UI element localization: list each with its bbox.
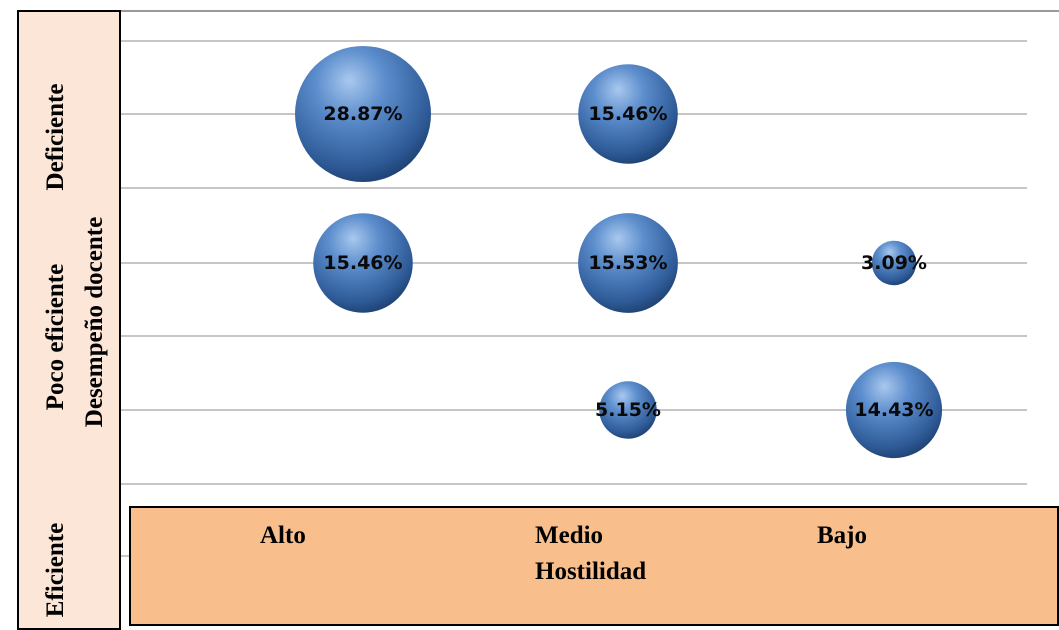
bubble-circle <box>313 213 413 313</box>
bubble-data-label: 28.87% <box>323 103 402 125</box>
bubble: 15.46% <box>313 213 413 313</box>
bubble: 15.46% <box>578 64 678 164</box>
bubble-circle <box>295 46 431 182</box>
x-tick-label-bajo: Bajo <box>817 522 867 549</box>
x-axis-title: Hostilidad <box>535 558 647 585</box>
bubble: 28.87% <box>295 46 431 182</box>
bubble: 14.43% <box>845 361 943 459</box>
bubble: 15.53% <box>578 213 678 313</box>
bubble: 5.15% <box>595 381 661 439</box>
bubble-data-label: 3.09% <box>861 252 927 274</box>
bubble-circle <box>599 381 657 439</box>
x-tick-label-medio: Medio <box>535 522 604 549</box>
bubble-data-label: 5.15% <box>595 399 661 421</box>
bubble-data-label: 15.53% <box>588 252 667 274</box>
bubble-data-label: 15.46% <box>588 103 667 125</box>
bubble-circle <box>871 240 917 286</box>
bubble-data-label: 15.46% <box>323 252 402 274</box>
bubble-circle <box>578 64 678 164</box>
bubble-circle <box>578 213 678 313</box>
bubbles: 28.87% 15.46% 15.46% 15.53% 3.09% 5.15% 14.43% <box>295 46 943 459</box>
x-axis-panel: Alto Medio Hostilidad Bajo <box>129 506 1059 626</box>
y-axis-panel: Deficiente Poco eficiente Desempeño doce… <box>17 10 121 630</box>
bubble-circle <box>845 361 943 459</box>
x-tick-label-alto: Alto <box>260 522 306 549</box>
bubble: 3.09% <box>861 240 927 286</box>
bubble-data-label: 14.43% <box>854 399 933 421</box>
